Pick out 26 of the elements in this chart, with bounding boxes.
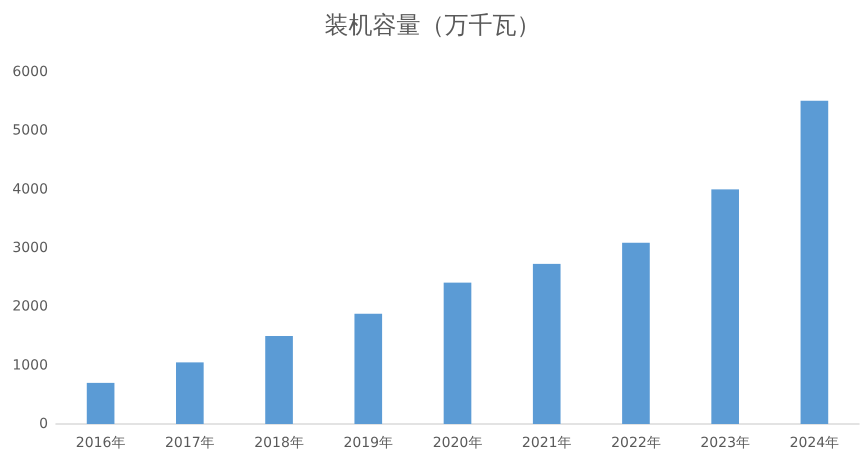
x-tick-label: 2018年	[254, 435, 304, 451]
x-tick-label: 2022年	[611, 435, 661, 451]
y-tick-label: 4000	[12, 181, 48, 198]
y-tick-label: 5000	[12, 122, 48, 139]
bar	[622, 242, 650, 424]
chart-title: 装机容量（万千瓦）	[324, 11, 540, 39]
x-tick-label: 2020年	[432, 435, 482, 451]
y-tick-label: 6000	[12, 64, 48, 80]
bar	[86, 382, 114, 424]
bar	[711, 189, 739, 424]
x-tick-label: 2023年	[700, 435, 750, 451]
bar	[176, 362, 204, 424]
bar	[444, 282, 472, 424]
y-tick-label: 2000	[12, 298, 48, 315]
x-tick-label: 2019年	[343, 435, 394, 451]
bar	[265, 336, 293, 424]
y-tick-label: 0	[39, 416, 48, 432]
x-tick-label: 2017年	[165, 435, 215, 451]
y-tick-label: 3000	[12, 240, 48, 256]
x-tick-label: 2021年	[522, 435, 572, 451]
bar	[354, 314, 382, 424]
x-tick-label: 2024年	[790, 435, 840, 451]
bar	[532, 264, 561, 424]
x-tick-label: 2016年	[76, 435, 126, 451]
bar	[800, 100, 828, 424]
y-tick-label: 1000	[12, 357, 48, 374]
